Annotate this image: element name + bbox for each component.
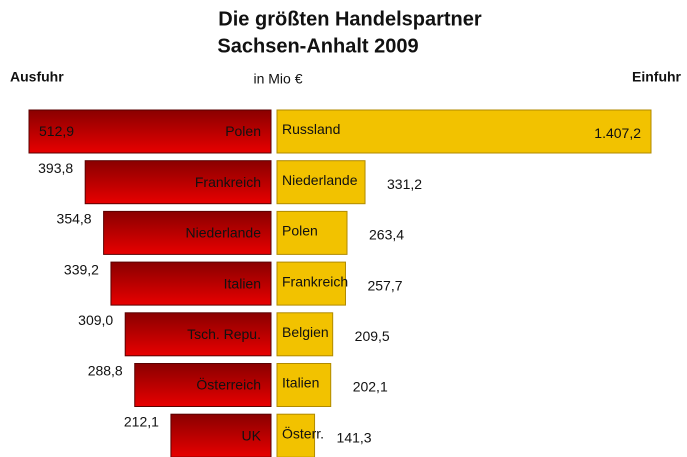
value-label: 309,0: [78, 312, 113, 328]
category-label: Niederlande: [186, 225, 262, 241]
value-label: 212,1: [124, 413, 159, 429]
right-header: Einfuhr: [632, 69, 682, 85]
bar: [110, 261, 272, 306]
value-label: 1.407,2: [594, 125, 641, 141]
bar: [276, 109, 652, 154]
bar: [276, 363, 332, 407]
bar: [103, 210, 272, 255]
value-label: 339,2: [64, 261, 99, 277]
bar: [276, 160, 366, 205]
value-label: 202,1: [353, 379, 388, 395]
category-label: Belgien: [282, 324, 329, 340]
value-label: 257,7: [367, 277, 402, 293]
category-label: Österreich: [196, 376, 261, 393]
chart-title: Die größten Handelspartner: [218, 8, 482, 30]
bar: [170, 413, 272, 457]
value-label: 288,8: [88, 363, 123, 379]
bar: [276, 413, 316, 457]
category-label: Frankreich: [282, 273, 348, 289]
value-label: 141,3: [337, 429, 372, 445]
bar: [276, 210, 348, 255]
left-header: Ausfuhr: [10, 69, 64, 85]
value-label: 263,4: [369, 227, 404, 243]
category-label: Frankreich: [195, 174, 261, 190]
unit-label: in Mio €: [253, 71, 302, 87]
category-label: Polen: [282, 223, 318, 239]
category-label: Italien: [224, 275, 261, 291]
category-label: Polen: [225, 123, 261, 139]
category-label: Niederlande: [282, 172, 358, 188]
bar: [124, 312, 272, 357]
value-label: 331,2: [387, 176, 422, 192]
category-label: Russland: [282, 121, 340, 137]
category-label: Österr.: [282, 424, 324, 441]
bar: [276, 261, 346, 306]
bar: [84, 160, 272, 205]
value-label: 512,9: [39, 123, 74, 139]
bar: [134, 363, 272, 407]
value-label: 209,5: [355, 328, 390, 344]
bar: [28, 109, 272, 154]
category-label: Tsch. Repu.: [187, 326, 261, 342]
category-label: UK: [242, 427, 262, 443]
value-label: 354,8: [57, 211, 92, 227]
value-label: 393,8: [38, 160, 73, 176]
chart-title: Sachsen-Anhalt 2009: [217, 35, 418, 57]
category-label: Italien: [282, 375, 319, 391]
bar: [276, 312, 334, 357]
